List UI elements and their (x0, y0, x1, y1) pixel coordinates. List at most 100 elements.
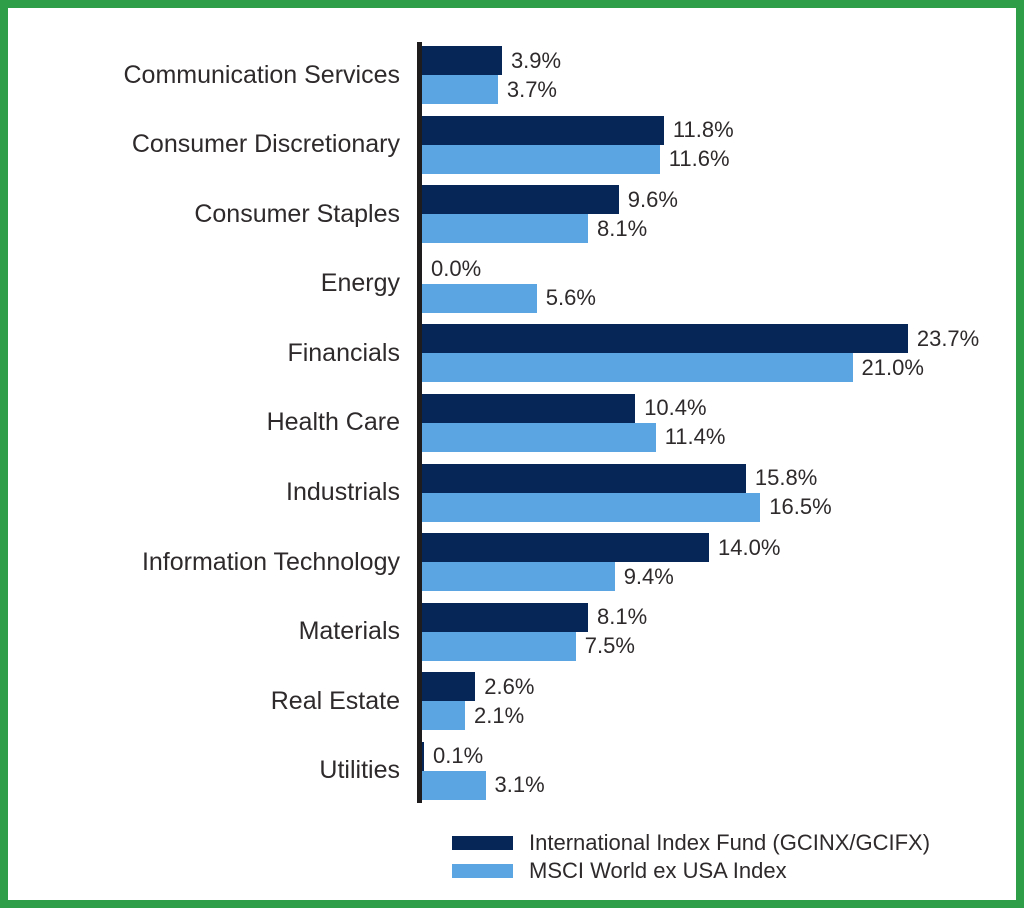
index-value-label: 11.6% (668, 146, 730, 172)
fund-bar-line: 9.6% (422, 185, 678, 215)
fund-value-label: 10.4% (644, 395, 707, 421)
fund-bar (422, 741, 425, 771)
index-bar (422, 422, 656, 452)
fund-bar (422, 602, 589, 632)
fund-bar (422, 115, 664, 145)
category-row: Real Estate 2.6% 2.1% (8, 672, 979, 731)
legend-swatch-fund (452, 836, 513, 850)
index-bar (422, 283, 537, 313)
index-value-label: 11.4% (664, 424, 726, 450)
category-label: Real Estate (270, 686, 400, 715)
fund-bar-line: 15.8% (422, 463, 832, 493)
index-bar (422, 353, 853, 383)
fund-bar (422, 672, 476, 702)
category-label: Utilities (319, 756, 400, 785)
legend: International Index Fund (GCINX/GCIFX) M… (452, 830, 930, 891)
category-label: Information Technology (141, 547, 400, 576)
index-bar (422, 701, 466, 731)
category-row: Consumer Discretionary 11.8% 11.6% (8, 115, 979, 174)
fund-bar (422, 185, 619, 215)
bar-pair: 8.1% 7.5% (422, 602, 648, 661)
fund-bar (422, 463, 746, 493)
index-bar-line: 7.5% (422, 631, 647, 661)
bar-pair: 10.4% 11.4% (422, 393, 726, 452)
fund-value-label: 15.8% (754, 465, 818, 491)
fund-value-label: 0.1% (433, 743, 484, 769)
fund-bar-line: 3.9% (422, 46, 561, 75)
fund-bar (422, 393, 636, 423)
category-label: Financials (287, 338, 400, 367)
index-bar-line: 21.0% (422, 353, 979, 383)
fund-bar-line: 11.8% (422, 115, 734, 145)
bar-pair: 14.0% 9.4% (422, 533, 781, 592)
index-bar (422, 631, 576, 661)
bar-pair: 0.0% 5.6% (422, 255, 596, 313)
category-row: Materials 8.1% 7.5% (8, 602, 979, 661)
category-label: Materials (298, 617, 400, 646)
index-value-label: 9.4% (623, 563, 674, 589)
index-bar (422, 75, 498, 104)
fund-bar (422, 46, 502, 75)
fund-bar (422, 533, 709, 563)
index-bar-line: 11.4% (422, 422, 726, 452)
index-value-label: 7.5% (584, 633, 635, 659)
index-bar-line: 9.4% (422, 562, 780, 592)
index-bar-line: 8.1% (422, 214, 678, 244)
index-bar (422, 770, 486, 800)
category-label: Communication Services (123, 60, 401, 89)
index-value-label: 16.5% (769, 494, 832, 520)
fund-bar-line: 0.0% (422, 255, 596, 284)
fund-value-label: 14.0% (718, 534, 781, 560)
index-bar (422, 562, 615, 592)
category-label: Health Care (266, 408, 400, 437)
bar-pair: 2.6% 2.1% (422, 672, 534, 731)
category-row: Health Care 10.4% 11.4% (8, 393, 979, 452)
fund-bar-line: 8.1% (422, 602, 648, 632)
index-value-label: 3.1% (494, 772, 545, 798)
fund-value-label: 23.7% (916, 325, 980, 351)
legend-item-index: MSCI World ex USA Index (452, 858, 930, 883)
index-bar-line: 16.5% (422, 492, 832, 522)
fund-bar (422, 324, 908, 354)
index-bar-line: 11.6% (422, 144, 734, 174)
bar-pair: 11.8% 11.6% (422, 115, 734, 174)
bar-pair: 15.8% 16.5% (422, 463, 832, 522)
bar-rows: Communication Services 3.9% 3.7% Consumer D… (8, 46, 979, 812)
category-label: Energy (320, 269, 400, 298)
index-value-label: 2.1% (474, 702, 525, 728)
fund-value-label: 8.1% (597, 604, 648, 630)
fund-bar-line: 0.1% (422, 741, 545, 771)
index-value-label: 5.6% (545, 285, 596, 311)
fund-bar-line: 10.4% (422, 393, 725, 423)
category-row: Financials 23.7% 21.0% (8, 324, 980, 383)
index-bar (422, 144, 660, 174)
fund-value-label: 0.0% (431, 256, 482, 282)
legend-item-fund: International Index Fund (GCINX/GCIFX) (452, 830, 930, 855)
index-bar-line: 3.7% (422, 75, 561, 104)
bar-pair: 3.9% 3.7% (422, 46, 561, 104)
legend-swatch-index (452, 864, 513, 878)
index-bar (422, 214, 589, 244)
bar-pair: 23.7% 21.0% (422, 324, 980, 383)
bar-pair: 0.1% 3.1% (422, 741, 545, 800)
legend-label-fund: International Index Fund (GCINX/GCIFX) (529, 830, 931, 855)
category-label: Consumer Discretionary (131, 130, 400, 159)
legend-label-index: MSCI World ex USA Index (529, 858, 787, 883)
fund-bar-line: 2.6% (422, 672, 534, 702)
category-row: Utilities 0.1% 3.1% (8, 741, 979, 800)
index-bar (422, 492, 761, 522)
fund-bar-line: 23.7% (422, 324, 980, 354)
fund-value-label: 11.8% (672, 117, 734, 143)
index-bar-line: 2.1% (422, 701, 534, 731)
category-label: Consumer Staples (194, 199, 400, 228)
index-value-label: 8.1% (597, 215, 648, 241)
bar-pair: 9.6% 8.1% (422, 185, 678, 244)
category-row: Communication Services 3.9% 3.7% (8, 46, 979, 104)
index-value-label: 3.7% (506, 76, 557, 102)
category-label: Industrials (286, 478, 400, 507)
y-axis-line (417, 42, 422, 803)
fund-bar-line: 14.0% (422, 533, 781, 563)
category-row: Consumer Staples 9.6% 8.1% (8, 185, 979, 244)
index-bar-line: 5.6% (422, 283, 596, 313)
